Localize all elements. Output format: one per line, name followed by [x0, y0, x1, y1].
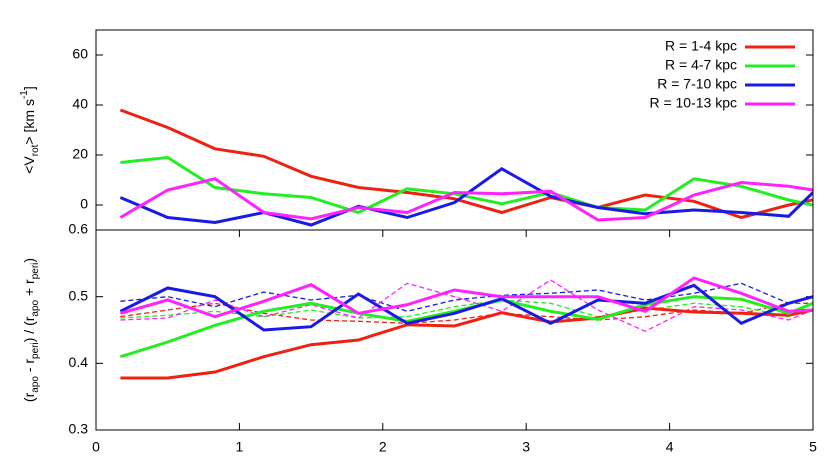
y-tick-label: 60 — [72, 46, 88, 62]
y-tick-label: 0.4 — [69, 354, 89, 370]
y-tick-label: 20 — [72, 146, 88, 162]
y-axis-label-part: apo — [30, 299, 41, 316]
y-axis-label-part: (r — [21, 392, 37, 402]
y-tick-label: 0.5 — [69, 287, 89, 303]
x-tick-label: 2 — [379, 439, 387, 455]
y-axis-label-part: peri — [30, 263, 41, 280]
series-line — [120, 155, 813, 215]
y-axis-label-part: peri — [30, 342, 41, 359]
y-tick-label: 0.6 — [69, 221, 89, 237]
series-line — [119, 283, 813, 332]
legend-label: R = 10-13 kpc — [649, 95, 737, 111]
series-line — [119, 167, 813, 227]
y-axis-label-part: > [km s — [21, 99, 37, 145]
x-tick-label: 3 — [522, 439, 530, 455]
y-tick-label: 0 — [80, 196, 88, 212]
legend-label: R = 1-4 kpc — [665, 38, 737, 54]
y-axis-label-part: rot — [30, 144, 41, 156]
x-tick-label: 4 — [666, 439, 674, 455]
x-tick-label: 0 — [92, 439, 100, 455]
series-line — [119, 108, 813, 220]
y-axis-label-part: ) / (r — [21, 316, 37, 342]
y-axis-label-part: apo — [30, 376, 41, 393]
y-axis-label: <Vrot> [km s-1] — [19, 86, 41, 174]
legend-label: R = 4-7 kpc — [665, 57, 737, 73]
y-axis-label-part: <V — [21, 156, 37, 174]
x-tick-label: 5 — [809, 439, 817, 455]
series-line — [120, 282, 813, 312]
legend-label: R = 7-10 kpc — [657, 76, 737, 92]
y-axis-label-part: - r — [21, 359, 37, 376]
y-axis-label-part: + r — [21, 279, 37, 300]
plot-frame — [95, 229, 814, 431]
y-tick-label: 0.3 — [69, 421, 89, 437]
y-axis-label-part: ] — [21, 86, 37, 90]
y-axis-label-part: ) — [21, 258, 37, 263]
y-axis-label-part: -1 — [19, 90, 30, 99]
x-tick-label: 1 — [236, 439, 244, 455]
series-line — [120, 306, 813, 380]
y-axis-label: (rapo - rperi) / (rapo + rperi) — [21, 258, 41, 402]
series-group — [119, 108, 813, 227]
y-tick-label: 40 — [72, 96, 88, 112]
series-line — [119, 276, 813, 319]
series-line — [119, 177, 813, 222]
series-group — [119, 276, 813, 380]
